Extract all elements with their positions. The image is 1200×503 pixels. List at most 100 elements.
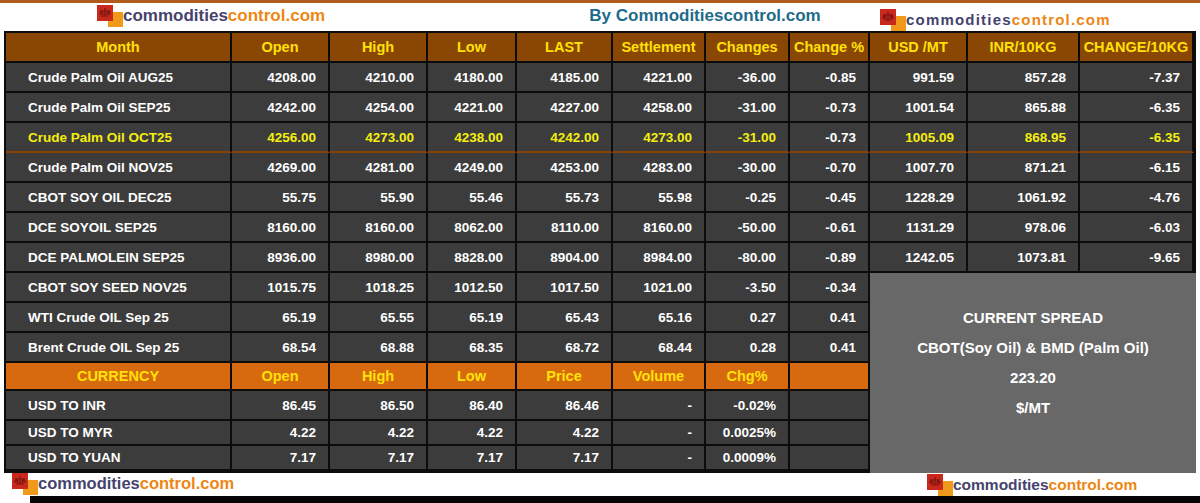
value-cell: -0.25: [706, 183, 790, 213]
value-cell: 65.19: [428, 303, 517, 333]
value-cell: 8160.00: [330, 213, 428, 243]
value-cell: 4210.00: [330, 63, 428, 93]
value-cell: 4258.00: [613, 93, 706, 123]
value-cell: -0.85: [790, 63, 870, 93]
value-cell: 1015.75: [232, 273, 330, 303]
main-header-cell: High: [330, 33, 428, 63]
value-cell: 978.06: [968, 213, 1080, 243]
value-cell: 8904.00: [517, 243, 613, 273]
currency-header-cell: [790, 363, 870, 391]
value-cell: 0.41: [790, 303, 870, 333]
value-cell: 1001.54: [870, 93, 968, 123]
value-cell: -6.35: [1080, 93, 1194, 123]
currency-value-cell: -: [613, 446, 706, 471]
main-header-cell: Open: [232, 33, 330, 63]
value-cell: 0.41: [790, 333, 870, 363]
value-cell: 4249.00: [428, 153, 517, 183]
value-cell: 0.27: [706, 303, 790, 333]
value-cell: 8160.00: [613, 213, 706, 243]
value-cell: -7.37: [1080, 63, 1194, 93]
currency-value-cell: -: [613, 421, 706, 446]
value-cell: 65.16: [613, 303, 706, 333]
value-cell: 865.88: [968, 93, 1080, 123]
spread-title: CURRENT SPREAD: [963, 309, 1103, 326]
value-cell: 68.72: [517, 333, 613, 363]
value-cell: 4273.00: [330, 123, 428, 153]
month-cell: DCE SOYOIL SEP25: [6, 213, 232, 243]
main-header-cell: LAST: [517, 33, 613, 63]
value-cell: 8062.00: [428, 213, 517, 243]
current-spread-box: CURRENT SPREAD CBOT(Soy Oil) & BMD (Palm…: [870, 273, 1196, 473]
commoditiescontrol-logo-top-left: commoditiescontrol.com: [95, 4, 325, 27]
currency-value-cell: 7.17: [428, 446, 517, 471]
currency-value-cell: 86.46: [517, 391, 613, 421]
value-cell: 871.21: [968, 153, 1080, 183]
commoditiescontrol-logo-bottom-right: commoditiescontrol.com: [925, 473, 1137, 496]
currency-value-cell: 0.0009%: [706, 446, 790, 471]
value-cell: 68.54: [232, 333, 330, 363]
value-cell: 55.73: [517, 183, 613, 213]
main-header-cell: Month: [6, 33, 232, 63]
value-cell: -6.03: [1080, 213, 1194, 243]
value-cell: 1242.05: [870, 243, 968, 273]
balance-scale-icon: [95, 4, 123, 27]
currency-value-cell: 4.22: [232, 421, 330, 446]
value-cell: 55.90: [330, 183, 428, 213]
currency-value-cell: 7.17: [232, 446, 330, 471]
currency-value-cell: 7.17: [517, 446, 613, 471]
value-cell: 4283.00: [613, 153, 706, 183]
commoditiescontrol-logo-top-right: commoditiescontrol.com: [878, 8, 1111, 31]
value-cell: 991.59: [870, 63, 968, 93]
currency-value-cell: 0.0025%: [706, 421, 790, 446]
value-cell: 4180.00: [428, 63, 517, 93]
value-cell: 55.75: [232, 183, 330, 213]
value-cell: -0.89: [790, 243, 870, 273]
month-cell: WTI Crude OIL Sep 25: [6, 303, 232, 333]
value-cell: 8936.00: [232, 243, 330, 273]
value-cell: 55.98: [613, 183, 706, 213]
month-cell: CBOT SOY OIL DEC25: [6, 183, 232, 213]
value-cell: -50.00: [706, 213, 790, 243]
value-cell: 0.28: [706, 333, 790, 363]
logo-text-control: control.com: [228, 6, 325, 26]
spread-unit: $/MT: [1016, 399, 1050, 416]
value-cell: 1228.29: [870, 183, 968, 213]
value-cell: 857.28: [968, 63, 1080, 93]
value-cell: 8980.00: [330, 243, 428, 273]
price-sheet: commoditiescontrol.com By Commoditiescon…: [0, 0, 1200, 503]
value-cell: 55.46: [428, 183, 517, 213]
currency-value-cell: -: [613, 391, 706, 421]
value-cell: 4273.00: [613, 123, 706, 153]
value-cell: 4254.00: [330, 93, 428, 123]
value-cell: -0.45: [790, 183, 870, 213]
value-cell: -9.65: [1080, 243, 1194, 273]
currency-header-cell: Volume: [613, 363, 706, 391]
month-cell: Crude Palm Oil NOV25: [6, 153, 232, 183]
value-cell: 8828.00: [428, 243, 517, 273]
currency-value-cell: 4.22: [330, 421, 428, 446]
value-cell: -0.70: [790, 153, 870, 183]
main-header-cell: USD /MT: [870, 33, 968, 63]
value-cell: -3.50: [706, 273, 790, 303]
spread-pair: CBOT(Soy Oil) & BMD (Palm Oil): [917, 339, 1149, 356]
value-cell: -0.61: [790, 213, 870, 243]
value-cell: 8110.00: [517, 213, 613, 243]
currency-value-cell: 7.17: [330, 446, 428, 471]
value-cell: 4253.00: [517, 153, 613, 183]
currency-header-cell: CURRENCY: [6, 363, 232, 391]
value-cell: 4242.00: [232, 93, 330, 123]
value-cell: 4242.00: [517, 123, 613, 153]
value-cell: 1018.25: [330, 273, 428, 303]
currency-value-cell: 4.22: [517, 421, 613, 446]
value-cell: 1073.81: [968, 243, 1080, 273]
currency-value-cell: 86.45: [232, 391, 330, 421]
month-cell: CBOT SOY SEED NOV25: [6, 273, 232, 303]
logo-text-control: control.com: [140, 474, 234, 493]
currency-value-cell: -0.02%: [706, 391, 790, 421]
main-header-cell: CHANGE/10KG: [1080, 33, 1194, 63]
month-cell: Crude Palm Oil OCT25: [6, 123, 232, 153]
currency-name-cell: USD TO MYR: [6, 421, 232, 446]
value-cell: -80.00: [706, 243, 790, 273]
currency-header-cell: High: [330, 363, 428, 391]
currency-name-cell: USD TO INR: [6, 391, 232, 421]
